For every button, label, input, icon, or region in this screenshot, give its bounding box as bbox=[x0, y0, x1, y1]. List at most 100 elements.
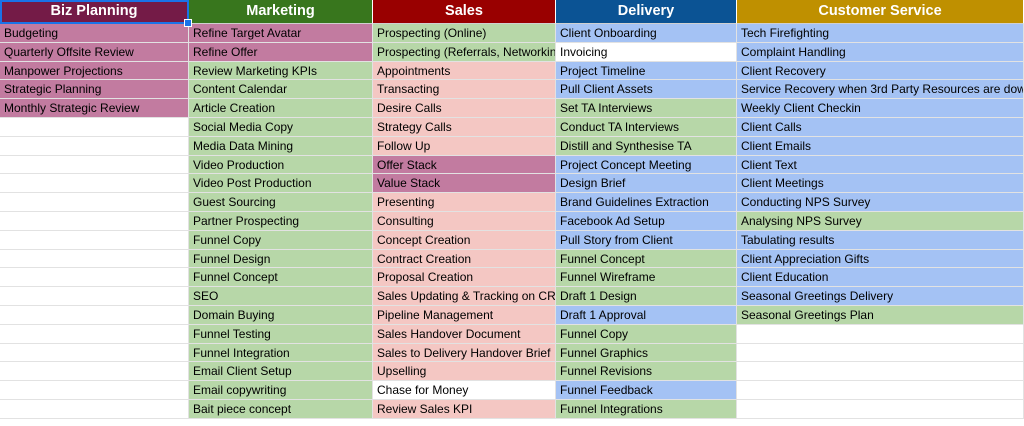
cell-delivery-8[interactable]: Project Concept Meeting bbox=[556, 155, 737, 175]
empty-cell[interactable] bbox=[0, 230, 189, 250]
cell-customer_service-6[interactable]: Client Calls bbox=[737, 117, 1024, 137]
empty-cell[interactable] bbox=[0, 362, 189, 382]
cell-sales-16[interactable]: Pipeline Management bbox=[373, 305, 556, 325]
cell-delivery-20[interactable]: Funnel Feedback bbox=[556, 381, 737, 400]
cell-delivery-4[interactable]: Pull Client Assets bbox=[556, 80, 737, 100]
empty-cell[interactable] bbox=[737, 343, 1024, 363]
cell-sales-4[interactable]: Transacting bbox=[373, 80, 556, 100]
cell-biz-2[interactable]: Quarterly Offsite Review bbox=[0, 42, 189, 62]
empty-cell[interactable] bbox=[0, 305, 189, 325]
selection-fill-handle[interactable] bbox=[184, 19, 192, 27]
cell-biz-3[interactable]: Manpower Projections bbox=[0, 61, 189, 81]
empty-cell[interactable] bbox=[0, 381, 189, 400]
cell-sales-17[interactable]: Sales Handover Document bbox=[373, 324, 556, 344]
cell-delivery-2[interactable]: Invoicing bbox=[556, 42, 737, 62]
cell-marketing-19[interactable]: Email Client Setup bbox=[189, 362, 373, 382]
cell-sales-20[interactable]: Chase for Money bbox=[373, 381, 556, 400]
cell-customer_service-1[interactable]: Tech Firefighting bbox=[737, 24, 1024, 43]
empty-cell[interactable] bbox=[0, 287, 189, 306]
cell-marketing-10[interactable]: Guest Sourcing bbox=[189, 193, 373, 212]
cell-sales-14[interactable]: Proposal Creation bbox=[373, 268, 556, 288]
cell-sales-13[interactable]: Contract Creation bbox=[373, 249, 556, 269]
cell-customer_service-2[interactable]: Complaint Handling bbox=[737, 42, 1024, 62]
empty-cell[interactable] bbox=[0, 117, 189, 137]
empty-cell[interactable] bbox=[0, 324, 189, 344]
cell-sales-10[interactable]: Presenting bbox=[373, 193, 556, 212]
cell-delivery-14[interactable]: Funnel Wireframe bbox=[556, 268, 737, 288]
header-cell-customer-service[interactable]: Customer Service bbox=[737, 0, 1024, 24]
cell-marketing-6[interactable]: Social Media Copy bbox=[189, 117, 373, 137]
cell-marketing-7[interactable]: Media Data Mining bbox=[189, 136, 373, 156]
cell-customer_service-7[interactable]: Client Emails bbox=[737, 136, 1024, 156]
cell-marketing-16[interactable]: Domain Buying bbox=[189, 305, 373, 325]
cell-delivery-17[interactable]: Funnel Copy bbox=[556, 324, 737, 344]
cell-customer_service-16[interactable]: Seasonal Greetings Plan bbox=[737, 305, 1024, 325]
empty-cell[interactable] bbox=[737, 381, 1024, 400]
cell-delivery-21[interactable]: Funnel Integrations bbox=[556, 399, 737, 419]
header-cell-biz-planning[interactable]: Biz Planning bbox=[0, 0, 189, 24]
header-cell-delivery[interactable]: Delivery bbox=[556, 0, 737, 24]
cell-marketing-11[interactable]: Partner Prospecting bbox=[189, 211, 373, 231]
cell-biz-1[interactable]: Budgeting bbox=[0, 24, 189, 43]
empty-cell[interactable] bbox=[0, 174, 189, 194]
cell-customer_service-11[interactable]: Analysing NPS Survey bbox=[737, 211, 1024, 231]
cell-customer_service-12[interactable]: Tabulating results bbox=[737, 230, 1024, 250]
cell-sales-15[interactable]: Sales Updating & Tracking on CRM bbox=[373, 287, 556, 306]
cell-sales-11[interactable]: Consulting bbox=[373, 211, 556, 231]
cell-marketing-9[interactable]: Video Post Production bbox=[189, 174, 373, 194]
cell-delivery-13[interactable]: Funnel Concept bbox=[556, 249, 737, 269]
empty-cell[interactable] bbox=[0, 343, 189, 363]
cell-marketing-3[interactable]: Review Marketing KPIs bbox=[189, 61, 373, 81]
cell-delivery-10[interactable]: Brand Guidelines Extraction bbox=[556, 193, 737, 212]
cell-marketing-17[interactable]: Funnel Testing bbox=[189, 324, 373, 344]
cell-delivery-18[interactable]: Funnel Graphics bbox=[556, 343, 737, 363]
cell-marketing-14[interactable]: Funnel Concept bbox=[189, 268, 373, 288]
cell-customer_service-8[interactable]: Client Text bbox=[737, 155, 1024, 175]
empty-cell[interactable] bbox=[0, 268, 189, 288]
empty-cell[interactable] bbox=[737, 362, 1024, 382]
cell-sales-9[interactable]: Value Stack bbox=[373, 174, 556, 194]
cell-sales-12[interactable]: Concept Creation bbox=[373, 230, 556, 250]
empty-cell[interactable] bbox=[0, 193, 189, 212]
cell-customer_service-9[interactable]: Client Meetings bbox=[737, 174, 1024, 194]
cell-marketing-2[interactable]: Refine Offer bbox=[189, 42, 373, 62]
cell-customer_service-15[interactable]: Seasonal Greetings Delivery bbox=[737, 287, 1024, 306]
empty-cell[interactable] bbox=[737, 399, 1024, 419]
cell-marketing-1[interactable]: Refine Target Avatar bbox=[189, 24, 373, 43]
cell-marketing-8[interactable]: Video Production bbox=[189, 155, 373, 175]
header-cell-sales[interactable]: Sales bbox=[373, 0, 556, 24]
cell-delivery-11[interactable]: Facebook Ad Setup bbox=[556, 211, 737, 231]
cell-sales-18[interactable]: Sales to Delivery Handover Brief bbox=[373, 343, 556, 363]
cell-sales-7[interactable]: Follow Up bbox=[373, 136, 556, 156]
cell-sales-5[interactable]: Desire Calls bbox=[373, 99, 556, 118]
cell-biz-5[interactable]: Monthly Strategic Review bbox=[0, 99, 189, 118]
cell-marketing-4[interactable]: Content Calendar bbox=[189, 80, 373, 100]
cell-marketing-13[interactable]: Funnel Design bbox=[189, 249, 373, 269]
cell-marketing-21[interactable]: Bait piece concept bbox=[189, 399, 373, 419]
empty-cell[interactable] bbox=[0, 249, 189, 269]
cell-customer_service-4[interactable]: Service Recovery when 3rd Party Resource… bbox=[737, 80, 1024, 100]
cell-customer_service-14[interactable]: Client Education bbox=[737, 268, 1024, 288]
empty-cell[interactable] bbox=[0, 399, 189, 419]
cell-customer_service-3[interactable]: Client Recovery bbox=[737, 61, 1024, 81]
cell-customer_service-13[interactable]: Client Appreciation Gifts bbox=[737, 249, 1024, 269]
empty-cell[interactable] bbox=[0, 155, 189, 175]
cell-delivery-12[interactable]: Pull Story from Client bbox=[556, 230, 737, 250]
cell-sales-1[interactable]: Prospecting (Online) bbox=[373, 24, 556, 43]
cell-sales-19[interactable]: Upselling bbox=[373, 362, 556, 382]
cell-delivery-6[interactable]: Conduct TA Interviews bbox=[556, 117, 737, 137]
cell-delivery-3[interactable]: Project Timeline bbox=[556, 61, 737, 81]
cell-delivery-15[interactable]: Draft 1 Design bbox=[556, 287, 737, 306]
cell-customer_service-10[interactable]: Conducting NPS Survey bbox=[737, 193, 1024, 212]
cell-sales-2[interactable]: Prospecting (Referrals, Networking) bbox=[373, 42, 556, 62]
cell-marketing-18[interactable]: Funnel Integration bbox=[189, 343, 373, 363]
cell-delivery-1[interactable]: Client Onboarding bbox=[556, 24, 737, 43]
cell-delivery-16[interactable]: Draft 1 Approval bbox=[556, 305, 737, 325]
cell-marketing-15[interactable]: SEO bbox=[189, 287, 373, 306]
header-cell-marketing[interactable]: Marketing bbox=[189, 0, 373, 24]
cell-delivery-9[interactable]: Design Brief bbox=[556, 174, 737, 194]
cell-marketing-5[interactable]: Article Creation bbox=[189, 99, 373, 118]
cell-sales-8[interactable]: Offer Stack bbox=[373, 155, 556, 175]
cell-sales-6[interactable]: Strategy Calls bbox=[373, 117, 556, 137]
